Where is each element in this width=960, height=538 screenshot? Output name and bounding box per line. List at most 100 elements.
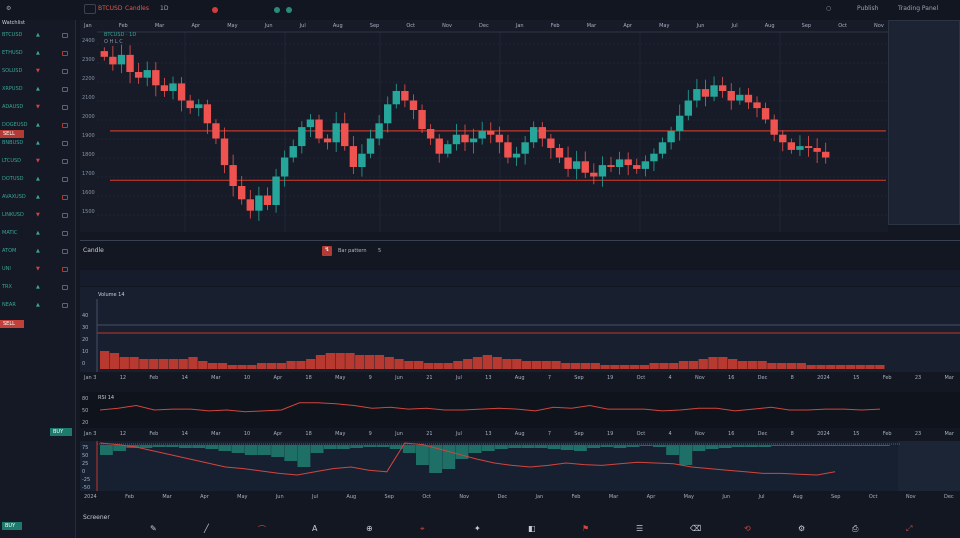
watchlist-item[interactable]: UNI	[2, 266, 11, 272]
drawing-tool-icon[interactable]: A	[312, 524, 318, 533]
volume-bar	[472, 357, 483, 369]
row-action-icon[interactable]	[62, 213, 68, 218]
buy-button[interactable]: BUY	[50, 428, 72, 436]
drawing-tool-icon[interactable]: ⌒	[258, 525, 266, 534]
replay-icon[interactable]	[274, 7, 280, 13]
watchlist-item[interactable]: NEAR	[2, 302, 16, 308]
watchlist-item[interactable]: AVAXUSD	[2, 194, 26, 200]
tick-label: Jul	[758, 494, 765, 500]
candle	[624, 159, 632, 166]
histogram-bar	[350, 445, 364, 448]
drawing-tool-icon[interactable]: ✦	[474, 524, 481, 533]
trading-panel-button[interactable]: Trading Panel	[898, 5, 939, 12]
symbol-search[interactable]: BTCUSD	[98, 5, 123, 12]
drawing-tool-icon[interactable]: ⎙	[852, 524, 859, 533]
main-chart[interactable]: BTCUSD · 1D O H L C Jan Feb Mar Apr May Jun Ju…	[80, 20, 888, 232]
row-action-icon[interactable]	[62, 123, 68, 128]
candle	[409, 100, 418, 110]
indicator-toolbar[interactable]	[80, 270, 960, 286]
watchlist-item[interactable]: ATOM	[2, 248, 17, 254]
candlestick-chart[interactable]	[80, 20, 888, 232]
watchlist-item[interactable]: DOGEUSD	[2, 122, 28, 128]
histogram-bar	[152, 445, 166, 447]
row-action-icon[interactable]	[62, 33, 68, 38]
watchlist-item[interactable]: SOLUSD	[2, 68, 23, 74]
watchlist-item[interactable]: ETHUSD	[2, 50, 23, 56]
candle	[641, 161, 650, 169]
volume-bar	[767, 363, 777, 369]
scale-label: 20	[82, 337, 88, 343]
row-action-icon[interactable]	[62, 231, 68, 236]
drawing-tool-icon[interactable]: ✎	[150, 524, 157, 533]
rsi-panel: 80 50 20 RSI 14	[80, 392, 960, 428]
drawing-tool-icon[interactable]: ⟲	[744, 524, 751, 533]
drawing-tool-icon[interactable]: ☰	[636, 524, 644, 533]
drawing-tool-icon[interactable]: ⌖	[420, 524, 425, 533]
drawing-tool-icon[interactable]: ╱	[204, 524, 209, 533]
sell-badge[interactable]: SELL	[0, 320, 24, 328]
row-action-icon[interactable]	[62, 267, 68, 272]
pattern-icon[interactable]: ↯	[322, 246, 332, 256]
candle	[547, 138, 555, 148]
row-action-icon[interactable]	[62, 159, 68, 164]
drawing-tool-icon[interactable]: ⊕	[366, 524, 373, 533]
sell-button[interactable]: SELL	[0, 130, 24, 138]
watchlist-item[interactable]: BTCUSD	[2, 32, 23, 38]
volume-bar	[335, 353, 345, 369]
publish-button[interactable]: Publish	[857, 5, 879, 12]
tick-label: Dec	[479, 23, 489, 29]
volume-bar	[865, 365, 875, 369]
row-action-icon[interactable]	[62, 51, 68, 56]
drawing-tool-icon[interactable]: ⌫	[690, 524, 702, 533]
watchlist-change: ▼	[36, 266, 40, 272]
alert-icon[interactable]	[286, 7, 292, 13]
drawing-tool-icon[interactable]: ⤢	[906, 524, 913, 533]
watchlist-item[interactable]: DOTUSD	[2, 176, 24, 182]
watchlist-item[interactable]: BNBUSD	[2, 140, 24, 146]
watchlist-item[interactable]: LINKUSD	[2, 212, 24, 218]
row-action-icon[interactable]	[62, 285, 68, 290]
volume-bar	[875, 365, 885, 369]
tick-label: Feb	[550, 23, 560, 29]
drawing-tool-icon[interactable]: ⚑	[582, 524, 590, 533]
row-action-icon[interactable]	[62, 249, 68, 254]
time-axis: Jan Feb Mar Apr May Jun Jul Aug Sep Oct Nov Dec Jan F…	[84, 23, 884, 29]
settings-icon[interactable]: ⚙	[6, 5, 12, 12]
row-action-icon[interactable]	[62, 303, 68, 308]
row-action-icon[interactable]	[62, 69, 68, 74]
add-symbol-button[interactable]	[84, 4, 96, 14]
screener-label[interactable]: Screener	[83, 514, 110, 521]
candle	[401, 91, 409, 101]
tick-label: Mar	[944, 375, 954, 381]
drawing-tool-icon[interactable]: ◧	[528, 524, 536, 533]
histogram-bar	[811, 445, 824, 446]
volume-bar	[198, 361, 208, 369]
drawing-tool-icon[interactable]: ⚙	[798, 524, 806, 533]
watchlist-change: ▲	[36, 50, 40, 56]
row-action-icon[interactable]	[62, 105, 68, 110]
watchlist-title: Watchlist	[2, 20, 25, 26]
buy-badge[interactable]: BUY	[2, 522, 22, 530]
row-action-icon[interactable]	[62, 141, 68, 146]
watchlist-item[interactable]: TRX	[2, 284, 12, 290]
row-action-icon[interactable]	[62, 195, 68, 200]
candle	[255, 195, 263, 211]
tick-label: 8	[790, 431, 794, 437]
candle	[272, 176, 280, 205]
watchlist-item[interactable]: XRPUSD	[2, 86, 23, 92]
tick-label: Aug	[514, 375, 525, 381]
tick-label: Feb	[571, 494, 581, 500]
macd-chart: 75 50 25 0 -25 -50	[82, 441, 960, 491]
watchlist-item[interactable]: LTCUSD	[2, 158, 22, 164]
watchlist-item[interactable]: MATIC	[2, 230, 18, 236]
candle	[177, 83, 186, 101]
row-action-icon[interactable]	[62, 177, 68, 182]
row-action-icon[interactable]	[62, 87, 68, 92]
chart-mode[interactable]: Candles	[125, 5, 149, 12]
record-icon[interactable]	[212, 7, 218, 13]
volume-bar	[531, 361, 542, 369]
timeframe-button[interactable]: 1D	[160, 5, 169, 12]
search-icon[interactable]: ○	[826, 5, 832, 12]
watchlist-item[interactable]: ADAUSD	[2, 104, 24, 110]
panel-divider[interactable]	[80, 240, 960, 241]
